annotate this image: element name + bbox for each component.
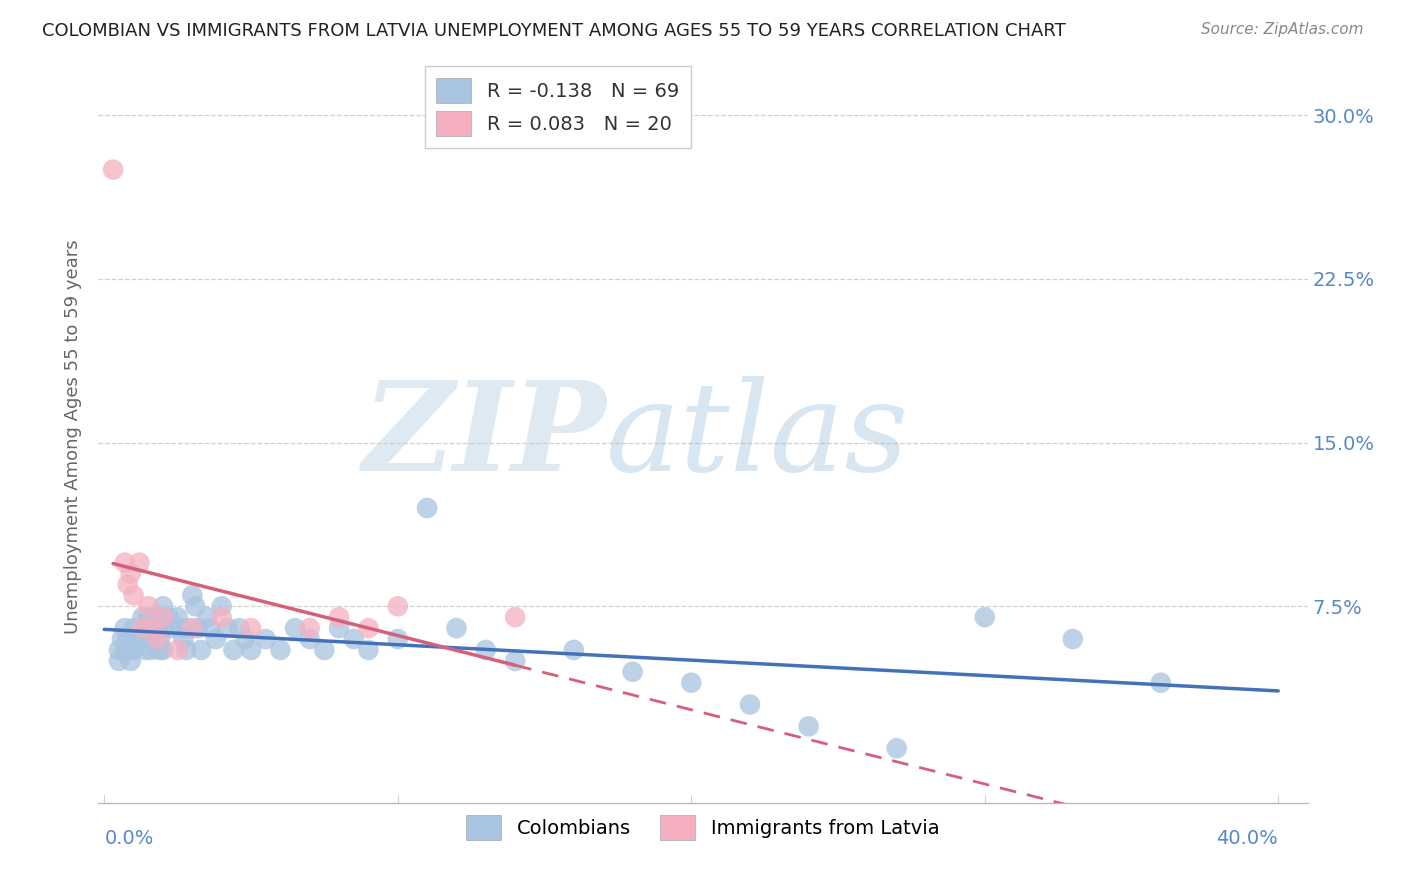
Point (475, 643, 498, 657)
Point (131, 621, 153, 635)
Point (146, 621, 169, 635)
Point (136, 621, 159, 635)
Point (446, 621, 468, 635)
Point (152, 643, 174, 657)
Point (797, 719, 820, 733)
Point (176, 643, 198, 657)
Point (120, 654, 142, 668)
Point (298, 621, 321, 635)
Point (169, 621, 191, 635)
Point (117, 632, 139, 646)
Point (190, 643, 212, 657)
Point (1150, 675, 1173, 690)
Point (146, 632, 169, 646)
Point (114, 643, 136, 657)
Point (136, 610, 159, 624)
Point (886, 741, 908, 756)
Point (108, 654, 131, 668)
Point (228, 621, 250, 635)
Point (149, 632, 172, 646)
Point (217, 621, 239, 635)
Point (143, 621, 166, 635)
Point (141, 632, 163, 646)
Point (681, 675, 703, 690)
Point (114, 556, 136, 570)
Point (222, 643, 245, 657)
Point (117, 577, 139, 591)
Point (233, 632, 256, 646)
Point (284, 621, 307, 635)
Point (114, 621, 136, 635)
Point (328, 621, 350, 635)
Point (181, 621, 204, 635)
Text: 0.0%: 0.0% (104, 829, 153, 848)
Point (254, 632, 277, 646)
Point (973, 610, 995, 624)
Point (160, 621, 183, 635)
Point (128, 556, 150, 570)
Point (101, 162, 124, 177)
Point (134, 621, 156, 635)
Point (131, 610, 153, 624)
Point (187, 621, 209, 635)
Point (298, 632, 321, 646)
Point (204, 632, 226, 646)
Point (503, 610, 526, 624)
Point (211, 610, 233, 624)
Point (181, 588, 204, 602)
Point (146, 610, 169, 624)
Point (240, 621, 263, 635)
Point (141, 643, 163, 657)
Text: ZIP: ZIP (363, 376, 606, 498)
Point (122, 632, 145, 646)
Point (1062, 632, 1084, 646)
Point (357, 643, 380, 657)
Point (314, 643, 336, 657)
Point (120, 643, 142, 657)
Point (240, 643, 263, 657)
Text: 40.0%: 40.0% (1216, 829, 1278, 848)
Point (152, 621, 174, 635)
Point (269, 643, 291, 657)
Y-axis label: Unemployment Among Ages 55 to 59 years: Unemployment Among Ages 55 to 59 years (63, 240, 82, 634)
Point (166, 643, 188, 657)
Point (343, 632, 366, 646)
Point (166, 610, 188, 624)
Point (134, 643, 156, 657)
Point (387, 632, 409, 646)
Point (111, 632, 134, 646)
Text: COLOMBIAN VS IMMIGRANTS FROM LATVIA UNEMPLOYMENT AMONG AGES 55 TO 59 YEARS CORRE: COLOMBIAN VS IMMIGRANTS FROM LATVIA UNEM… (42, 22, 1066, 40)
Point (738, 698, 761, 712)
Point (621, 665, 644, 679)
Point (387, 599, 409, 614)
Point (173, 632, 195, 646)
Point (157, 610, 180, 624)
Point (328, 610, 350, 624)
Point (141, 621, 163, 635)
Point (108, 643, 131, 657)
Text: Source: ZipAtlas.com: Source: ZipAtlas.com (1201, 22, 1364, 37)
Point (357, 621, 380, 635)
Point (149, 643, 172, 657)
Point (195, 610, 218, 624)
Point (152, 610, 174, 624)
Point (122, 621, 145, 635)
Text: atlas: atlas (606, 376, 910, 498)
Point (136, 599, 159, 614)
Point (122, 588, 145, 602)
Point (416, 501, 439, 516)
Point (184, 599, 207, 614)
Point (179, 621, 201, 635)
Legend: Colombians, Immigrants from Latvia: Colombians, Immigrants from Latvia (454, 804, 952, 852)
Point (211, 599, 233, 614)
Point (503, 654, 526, 668)
Point (152, 599, 174, 614)
Point (198, 621, 221, 635)
Point (128, 632, 150, 646)
Point (122, 643, 145, 657)
Point (562, 643, 585, 657)
Point (120, 566, 142, 581)
